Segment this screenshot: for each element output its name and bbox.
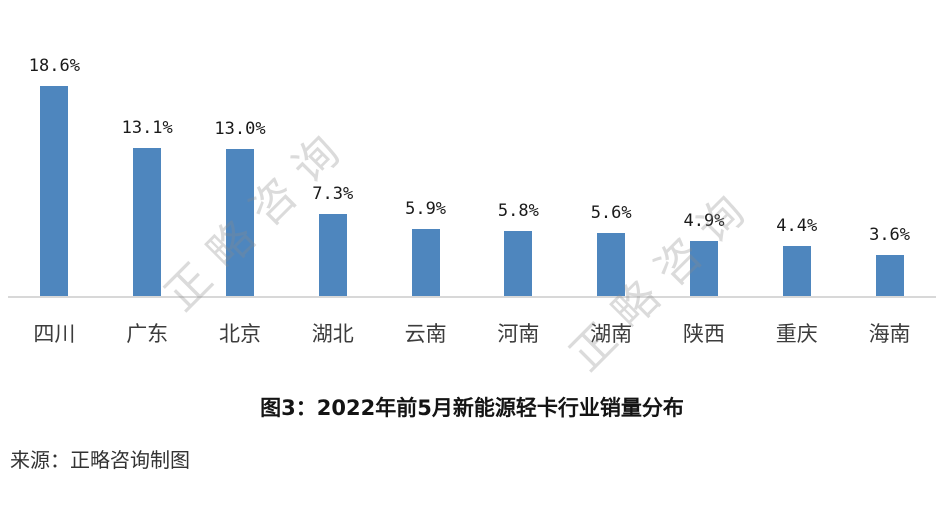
bar-column: 13.0% 北京 xyxy=(194,0,287,346)
x-tick-label: 湖南 xyxy=(590,322,633,346)
bar-column: 5.6% 湖南 xyxy=(565,0,658,346)
bar xyxy=(782,246,811,296)
bar-value-label: 13.1% xyxy=(121,118,173,138)
x-tick-label: 重庆 xyxy=(775,322,818,346)
bar-value-label: 7.3% xyxy=(312,184,354,204)
x-tick-label: 河南 xyxy=(497,322,540,346)
bar-value-label: 18.6% xyxy=(28,56,80,76)
chart-title: 图3：2022年前5月新能源轻卡行业销量分布 xyxy=(260,396,684,420)
x-tick-label: 广东 xyxy=(126,322,169,346)
bar xyxy=(318,214,347,296)
bar xyxy=(40,86,69,296)
bar-value-label: 4.4% xyxy=(776,216,818,236)
bar-value-label: 3.6% xyxy=(869,225,911,245)
bar-value-label: 5.9% xyxy=(405,199,447,219)
bar-column: 5.8% 河南 xyxy=(472,0,565,346)
bar xyxy=(875,255,904,296)
bar-value-label: 5.8% xyxy=(497,201,539,221)
bar-value-label: 4.9% xyxy=(683,211,725,231)
x-tick-label: 四川 xyxy=(33,322,76,346)
bar-column: 3.6% 海南 xyxy=(843,0,936,346)
x-tick-label: 北京 xyxy=(218,322,261,346)
bar-column: 13.1% 广东 xyxy=(101,0,194,346)
bar-column: 7.3% 湖北 xyxy=(286,0,379,346)
bar-column: 18.6% 四川 xyxy=(8,0,101,346)
x-tick-label: 海南 xyxy=(868,322,911,346)
x-tick-label: 湖北 xyxy=(311,322,354,346)
bar-column: 5.9% 云南 xyxy=(379,0,472,346)
x-tick-label: 云南 xyxy=(404,322,447,346)
bar xyxy=(597,233,626,296)
x-tick-label: 陕西 xyxy=(682,322,725,346)
bar xyxy=(504,231,533,296)
bar-column: 4.9% 陕西 xyxy=(658,0,751,346)
bar xyxy=(411,229,440,296)
bar xyxy=(689,241,718,296)
bar-value-label: 13.0% xyxy=(214,119,266,139)
bar xyxy=(225,149,254,296)
bar-column: 4.4% 重庆 xyxy=(750,0,843,346)
bar-value-label: 5.6% xyxy=(590,203,632,223)
source-note: 来源：正略咨询制图 xyxy=(10,448,190,472)
chart-plot-area: 18.6% 四川 13.1% 广东 13.0% 北京 7.3% 湖北 5.9% 云南 5.8% 河南 5… xyxy=(8,0,936,346)
bar xyxy=(133,148,162,296)
